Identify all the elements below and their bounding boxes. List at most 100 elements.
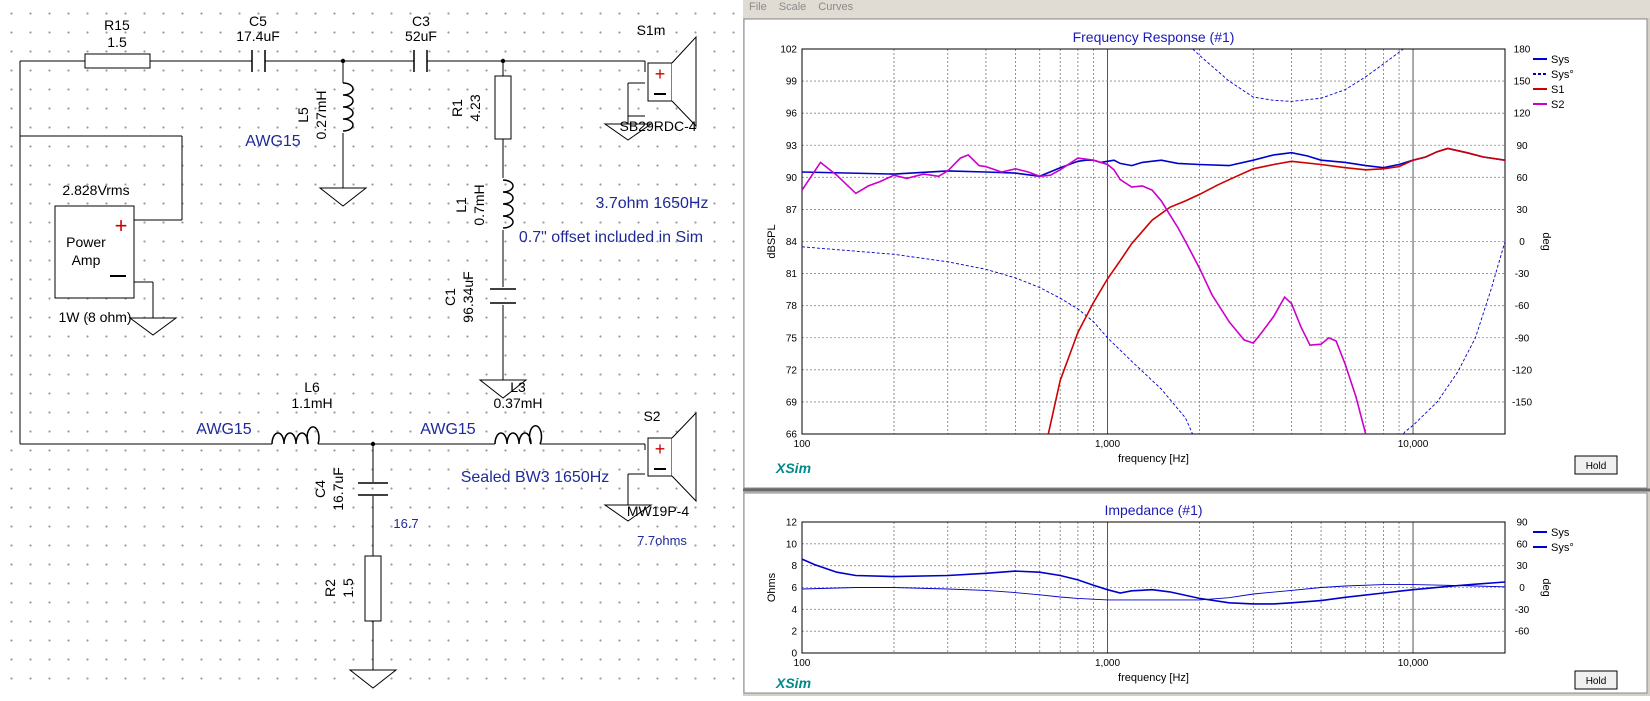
series-line-s1 [1047,147,1505,434]
y2-axis-label: deg [1540,578,1552,596]
speaker-s2[interactable]: + [647,411,697,503]
x-axis-label: frequency [Hz] [1118,453,1189,465]
power-amp-block[interactable] [54,205,135,299]
l3-name: L3 [510,379,526,395]
legend-label: Sys [1551,527,1570,539]
c4-value: 16.7uF [330,467,346,511]
y-tick-label: 72 [786,365,798,376]
c1-value: 96.34uF [460,271,476,322]
legend-label: Sys [1551,54,1570,66]
x-tick-label: 100 [794,439,811,450]
resistor-r1[interactable] [494,75,512,140]
resistor-r2[interactable] [364,555,382,622]
l3-wire-note: AWG15 [420,421,476,438]
inductor-l1[interactable] [502,179,514,229]
svg-text:+: + [655,439,666,459]
inductor-l5[interactable] [342,82,354,132]
y2-tick-label: -60 [1515,301,1530,312]
l5-wire-note: AWG15 [245,133,301,150]
y2-tick-label: -150 [1512,397,1532,408]
x-tick-label: 100 [794,658,811,669]
speaker-s1m[interactable]: + [647,35,697,128]
y-tick-label: 2 [791,627,797,638]
offset-note: 0.7" offset included in Sim [519,229,703,246]
legend-label: Sys° [1551,69,1574,81]
amp-power: 1W (8 ohm) [58,309,131,325]
y-tick-label: 4 [791,605,797,616]
y2-tick-label: -120 [1512,365,1532,376]
hold-button[interactable]: Hold [1574,670,1618,690]
svg-text:+: + [115,213,128,238]
xsim-brand-label: XSim [775,460,811,476]
x-tick-label: 10,000 [1398,658,1429,669]
y-tick-label: 84 [786,237,798,248]
c5-value: 17.4uF [236,28,280,44]
ground-symbol [128,317,178,336]
svg-text:+: + [655,64,666,84]
inductor-l3[interactable] [494,425,543,445]
l1-value: 0.7mH [471,184,487,225]
legend-label: S2 [1551,99,1564,111]
tweeter-xo-note: 3.7ohm 1650Hz [596,195,709,212]
s2-model: MW19P-4 [627,503,689,519]
y2-tick-label: 60 [1516,173,1528,184]
y2-tick-label: 30 [1516,205,1528,216]
y2-tick-label: -30 [1515,605,1530,616]
x-tick-label: 1,000 [1095,439,1120,450]
amp-label-1: Power [66,234,106,250]
s1m-name: S1m [637,22,666,38]
y-tick-label: 66 [786,430,798,441]
y-tick-label: 10 [786,539,798,550]
frequency-response-panel [743,18,1648,489]
y-tick-label: 0 [791,649,797,660]
legend-label: S1 [1551,84,1564,96]
c4-esr-note: 16.7 [393,516,418,531]
schematic-canvas[interactable]: + + + R15 1.5 C5 17.4uF C3 52uF S1m SB29… [0,0,738,696]
charts-area: Frequency Response (#1)66697275788184879… [743,18,1650,694]
chart-title: Impedance (#1) [1104,502,1202,518]
r2-name: R2 [322,579,338,597]
y2-axis-label: deg [1540,232,1552,250]
series-line-s2 [802,153,1367,434]
l6-name: L6 [304,379,320,395]
ground-symbol [603,504,653,522]
x-tick-label: 10,000 [1398,439,1429,450]
y2-tick-label: 60 [1516,539,1528,550]
y-tick-label: 99 [786,77,798,88]
l6-wire-note: AWG15 [196,421,252,438]
amp-label-2: Amp [72,252,101,268]
y-tick-label: 87 [786,205,798,216]
r15-name: R15 [104,17,130,33]
ground-symbol [478,379,528,399]
c1-name: C1 [442,288,458,306]
hold-button-label: Hold [1586,676,1607,687]
y-tick-label: 12 [786,518,798,529]
crossover-schematic[interactable]: + + + R15 1.5 C5 17.4uF C3 52uF S1m SB29… [0,0,738,696]
y2-tick-label: 120 [1514,109,1531,120]
amp-voltage: 2.828Vrms [62,182,129,198]
s2-impedance-note: 7.7ohms [637,533,687,548]
menu-file[interactable]: File [749,1,767,13]
xsim-brand-label: XSim [775,675,811,691]
y-tick-label: 81 [786,269,798,280]
x-tick-label: 1,000 [1095,658,1120,669]
c3-value: 52uF [405,28,437,44]
l5-name: L5 [295,107,311,123]
y2-tick-label: 0 [1519,237,1525,248]
c4-name: C4 [312,480,328,498]
legend-label: Sys° [1551,542,1574,554]
y-tick-label: 75 [786,333,798,344]
hold-button-label: Hold [1586,461,1607,472]
menu-scale[interactable]: Scale [778,1,807,13]
resistor-r15[interactable] [84,53,151,69]
y-tick-label: 6 [791,583,797,594]
y2-tick-label: -90 [1515,333,1530,344]
hold-button[interactable]: Hold [1574,455,1618,475]
menu-curves[interactable]: Curves [818,1,854,13]
s1m-model: SB29RDC-4 [619,118,696,134]
series-line-sys [802,558,1505,605]
inductor-l6[interactable] [271,426,320,445]
y-axis-label: Ohms [766,572,778,602]
y-tick-label: 78 [786,301,798,312]
l5-value: 0.27mH [313,90,329,139]
